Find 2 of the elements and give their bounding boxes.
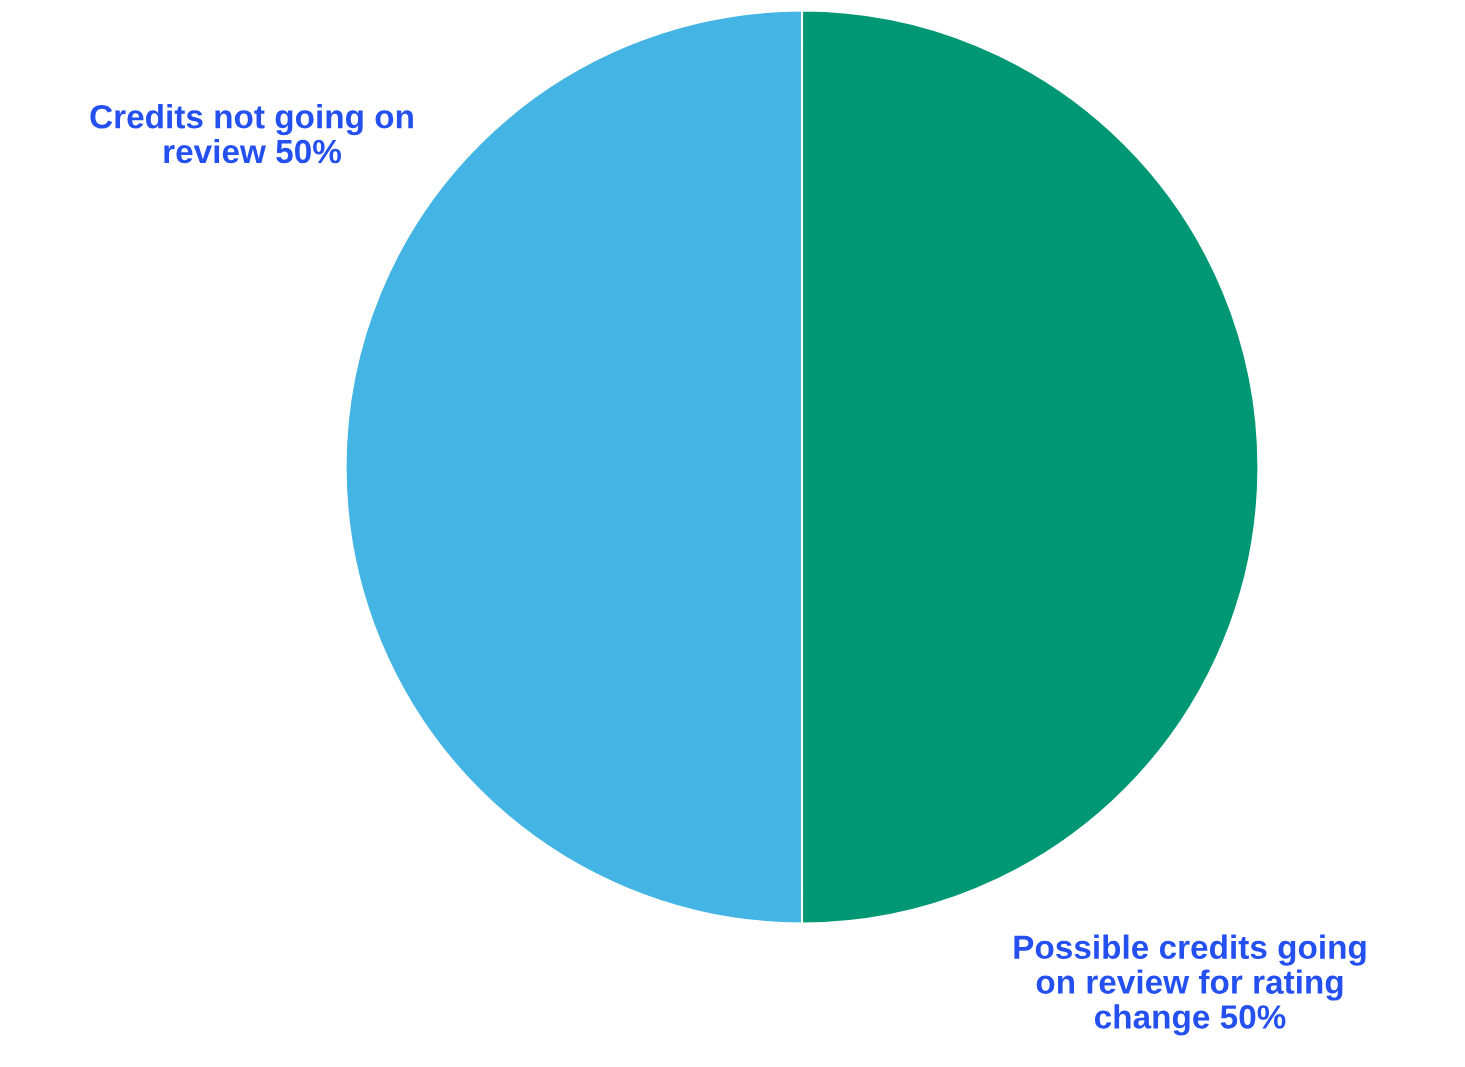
slice-label: Possible credits going on review for rating change 50% (1014, 934, 1366, 1036)
slice-label: Credits not going on review 50% (90, 104, 413, 164)
